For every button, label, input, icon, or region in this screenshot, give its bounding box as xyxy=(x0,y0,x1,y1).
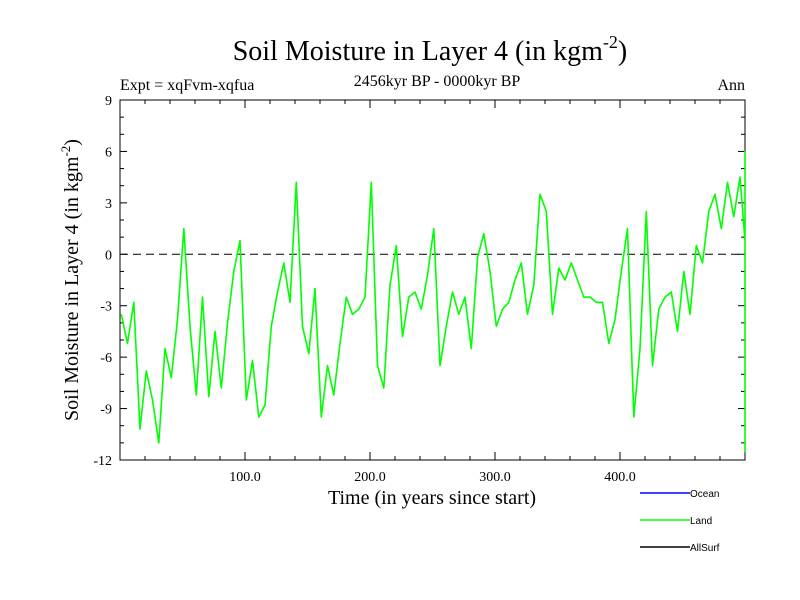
y-tick-label: 3 xyxy=(105,197,112,212)
x-tick-label: 400.0 xyxy=(604,470,636,485)
legend-label-land: Land xyxy=(690,516,712,527)
y-tick-label: -9 xyxy=(100,403,112,418)
x-tick-label: 300.0 xyxy=(479,470,511,485)
legend-label-allsurf: AllSurf xyxy=(690,543,720,554)
chart-title-superscript: -2 xyxy=(603,32,618,52)
x-tick-label: 200.0 xyxy=(354,470,386,485)
y-axis-label-superscript: -2 xyxy=(58,146,73,157)
y-tick-label: 9 xyxy=(105,94,112,109)
y-tick-label: 0 xyxy=(105,248,112,263)
y-tick-label: 6 xyxy=(105,145,112,160)
season-label: Ann xyxy=(717,77,745,94)
chart-subtitle: 2456kyr BP - 0000kyr BP xyxy=(354,73,521,90)
experiment-label: Expt = xqFvm-xqfua xyxy=(120,77,254,94)
legend-label-ocean: Ocean xyxy=(690,489,719,500)
plot-frame xyxy=(119,99,746,461)
y-tick-label: -3 xyxy=(100,300,112,315)
legend: Ocean Land AllSurf xyxy=(640,489,720,554)
y-tick-label: -12 xyxy=(93,454,112,469)
x-tick-label: 100.0 xyxy=(229,470,261,485)
series-line-land xyxy=(120,150,746,453)
x-axis-label: Time (in years since start) xyxy=(328,487,536,509)
chart-title: Soil Moisture in Layer 4 (in kgm-2) xyxy=(233,32,628,67)
y-axis-label: Soil Moisture in Layer 4 (in kgm-2) xyxy=(58,139,83,421)
y-tick-label: -6 xyxy=(100,351,112,366)
